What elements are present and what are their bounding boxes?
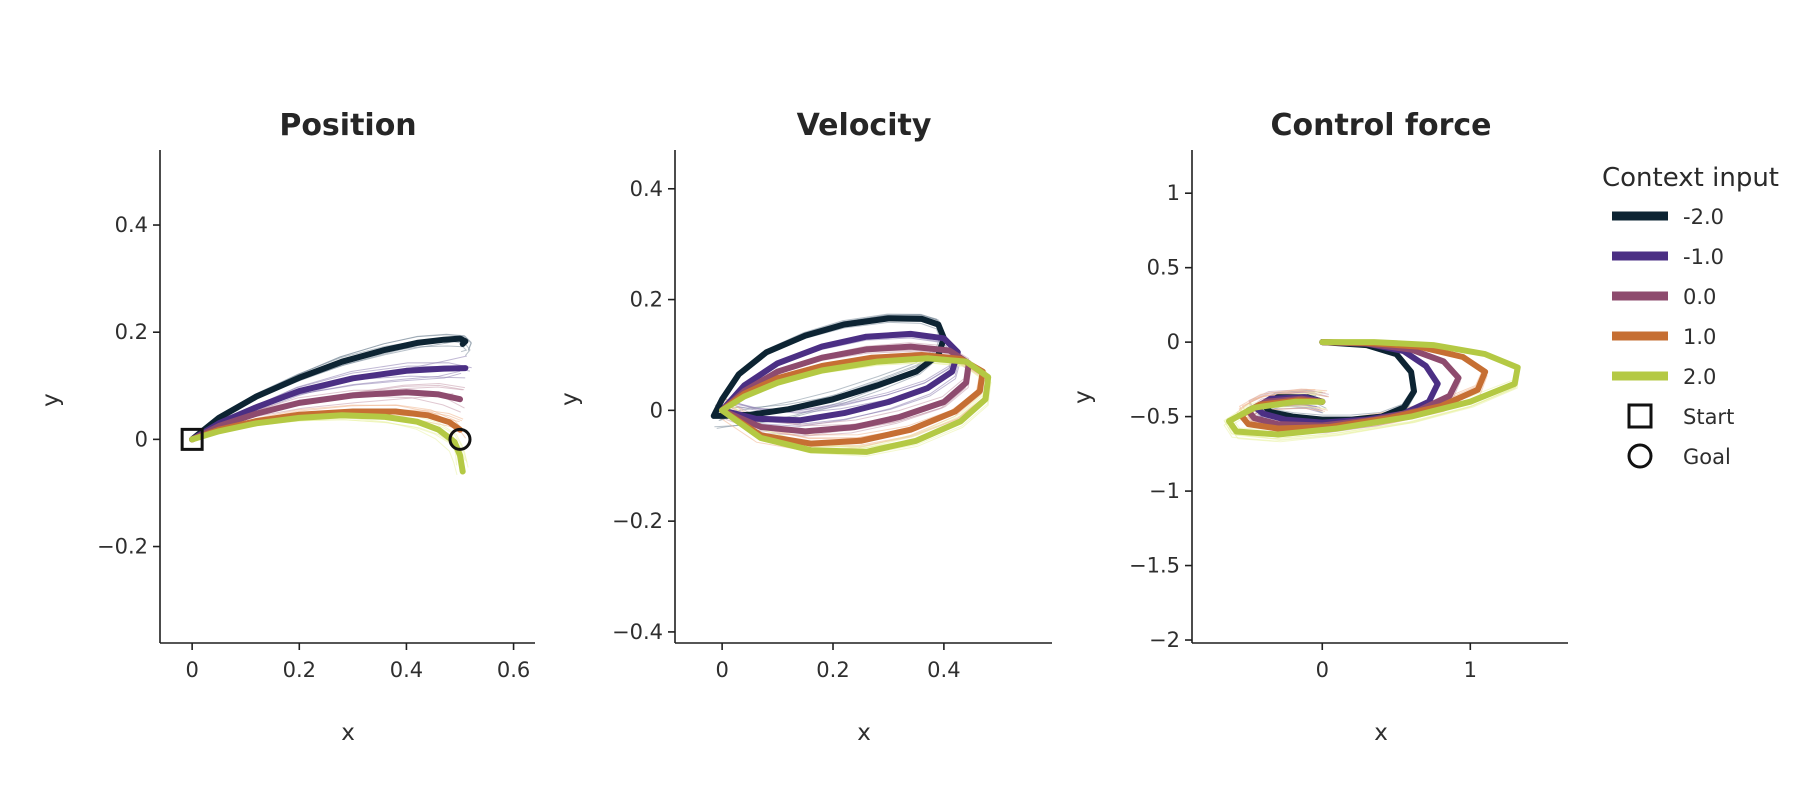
series-line-velocity-2.0 xyxy=(719,355,992,455)
series-line-position-2.0 xyxy=(189,412,466,475)
legend-label-1.0: 1.0 xyxy=(1683,325,1716,349)
x-axis-label-velocity: x xyxy=(857,720,871,746)
panel-title-position: Position xyxy=(279,108,416,143)
x-tick-label-position: 0.4 xyxy=(390,658,423,682)
y-tick-label-velocity: −0.4 xyxy=(612,620,663,644)
panel-title-control-force: Control force xyxy=(1270,108,1491,143)
x-tick-label-position: 0.6 xyxy=(497,658,530,682)
y-tick-label-control-force: −0.5 xyxy=(1129,405,1180,429)
panel-position: Position 0 0.2 0.4 0.6 −0.2 0 0.2 0.4 x y xyxy=(38,108,535,746)
axes-control-force: 0 1 −2 −1.5 −1 −0.5 0 0.5 1 xyxy=(1129,150,1568,682)
x-axis-label-position: x xyxy=(341,720,355,746)
x-tick-label-velocity: 0 xyxy=(715,658,728,682)
legend-label-0.0: 0.0 xyxy=(1683,285,1716,309)
legend-title: Context input xyxy=(1602,163,1779,193)
panel-velocity: Velocity 0 0.2 0.4 −0.4 −0.2 0 0.2 0.4 x y xyxy=(557,108,1052,746)
y-axis-label-position: y xyxy=(38,393,64,407)
legend-label--2.0: -2.0 xyxy=(1683,205,1724,229)
legend-goal-marker xyxy=(1627,443,1653,469)
panel-title-velocity: Velocity xyxy=(797,108,932,143)
series-line-position--1.0 xyxy=(189,365,469,443)
x-axis-label-control-force: x xyxy=(1374,720,1388,746)
x-tick-label-position: 0.2 xyxy=(283,658,316,682)
legend-items: -2.0 -1.0 0.0 1.0 2.0 Start Goal xyxy=(1612,205,1734,469)
series-line-velocity--1.0 xyxy=(719,330,961,424)
y-tick-label-control-force: −1 xyxy=(1149,479,1180,503)
y-tick-label-control-force: 0.5 xyxy=(1147,256,1180,280)
y-tick-label-position: 0 xyxy=(135,427,148,451)
legend-label-start: Start xyxy=(1683,405,1734,429)
y-tick-label-position: −0.2 xyxy=(97,535,148,559)
series-lines-velocity xyxy=(710,315,992,455)
goal-marker xyxy=(448,427,472,451)
x-tick-label-velocity: 0.2 xyxy=(816,658,849,682)
y-tick-label-position: 0.4 xyxy=(115,213,148,237)
legend: Context input -2.0 -1.0 0.0 1.0 2.0 Start Goal xyxy=(1602,163,1779,469)
x-tick-label-control-force: 0 xyxy=(1316,658,1329,682)
legend-label--1.0: -1.0 xyxy=(1683,245,1724,269)
y-axis-label-control-force: y xyxy=(1070,390,1096,404)
series-lines-position xyxy=(189,335,469,475)
start-marker xyxy=(180,427,204,451)
y-tick-label-control-force: −1.5 xyxy=(1129,554,1180,578)
y-tick-label-position: 0.2 xyxy=(115,320,148,344)
legend-label-2.0: 2.0 xyxy=(1683,365,1716,389)
x-tick-label-velocity: 0.4 xyxy=(927,658,960,682)
axes-velocity: 0 0.2 0.4 −0.4 −0.2 0 0.2 0.4 xyxy=(612,150,1052,682)
y-axis-label-velocity: y xyxy=(557,392,583,406)
series-line-position-0.0 xyxy=(189,389,463,443)
x-tick-label-control-force: 1 xyxy=(1464,658,1477,682)
legend-label-goal: Goal xyxy=(1683,445,1731,469)
axes-position: 0 0.2 0.4 0.6 −0.2 0 0.2 0.4 xyxy=(97,150,535,682)
y-tick-label-velocity: 0 xyxy=(650,398,663,422)
y-tick-label-control-force: 1 xyxy=(1167,181,1180,205)
y-tick-label-velocity: 0.4 xyxy=(630,177,663,201)
x-tick-label-position: 0 xyxy=(185,658,198,682)
panel-control-force: Control force 0 1 −2 −1.5 −1 −0.5 0 0.5 1 x y xyxy=(1070,108,1568,746)
legend-start-marker xyxy=(1627,403,1653,429)
start-goal-markers xyxy=(180,427,472,451)
trial-traces-position xyxy=(191,333,472,476)
y-tick-label-control-force: 0 xyxy=(1167,330,1180,354)
series-lines-control-force xyxy=(1226,339,1521,438)
y-tick-label-control-force: −2 xyxy=(1149,628,1180,652)
series-line-position--2.0 xyxy=(189,335,469,443)
series-line-velocity--2.0 xyxy=(710,315,947,419)
series-line-control-force-2.0 xyxy=(1226,339,1521,438)
y-tick-label-velocity: −0.2 xyxy=(612,509,663,533)
y-tick-label-velocity: 0.2 xyxy=(630,288,663,312)
